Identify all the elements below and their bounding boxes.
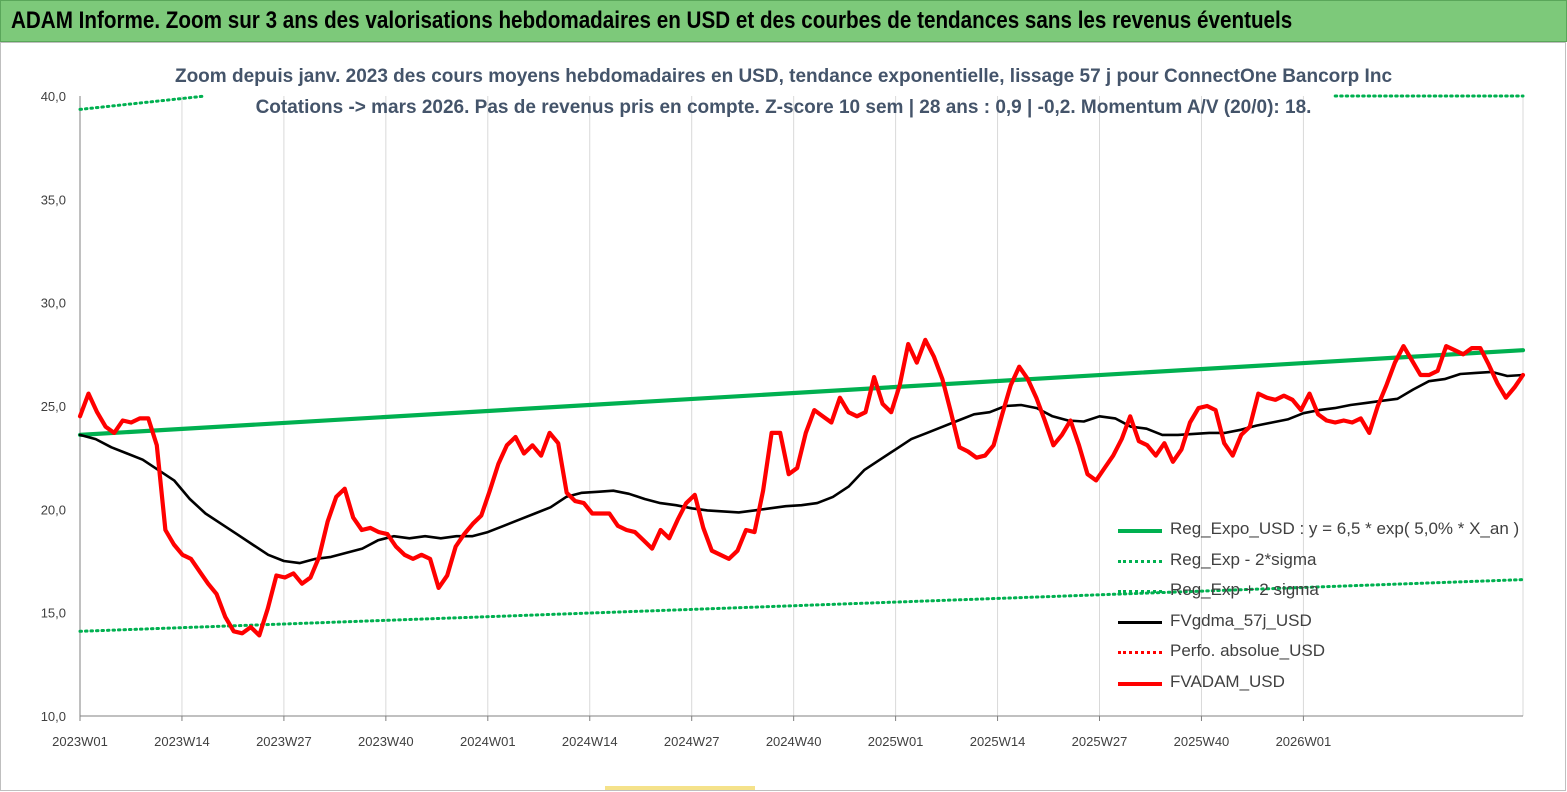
series-line-reg-exp-minus-2sigma [78, 578, 1525, 633]
legend-item-reg-exp-minus-2sigma: Reg_Exp - 2*sigma [1118, 546, 1558, 577]
legend-item-perfo-absolue: Perfo. absolue_USD [1118, 637, 1558, 668]
grid-lines [79, 96, 1524, 716]
series-line-reg-exp-plus-2sigma [78, 94, 207, 111]
axes: 2023W01 2023W14 2023W27 2023W40 2024W01 2024W… [41, 89, 1523, 749]
legend-label: Reg_Exp - 2*sigma [1170, 549, 1317, 569]
series-lines [77, 94, 1526, 638]
legend-item-reg-expo: Reg_Expo_USD : y = 6,5 * exp( 5,0% * X_a… [1118, 515, 1558, 546]
legend-label: Perfo. absolue_USD [1170, 641, 1325, 660]
legend-label: FVgdma_57j_USD [1170, 610, 1312, 630]
y-tick-label: 35,0 [41, 192, 66, 207]
legend-swatch [1118, 651, 1162, 654]
legend-swatch [1118, 620, 1162, 624]
x-tick-label: 2024W01 [460, 734, 516, 749]
y-tick-label: 10,0 [41, 709, 66, 724]
legend-label: Reg_Expo_USD : y = 6,5 * exp( 5,0% * X_a… [1170, 519, 1520, 538]
x-tick-label: 2024W27 [664, 734, 720, 749]
legend-label: FVADAM_USD [1170, 671, 1285, 691]
x-tick-label: 2023W01 [52, 734, 108, 749]
legend-swatch [1118, 529, 1162, 533]
bottom-accent-bar [605, 786, 755, 790]
x-tick-label: 2024W40 [766, 734, 822, 749]
y-tick-label: 30,0 [41, 296, 66, 311]
chart-frame [0, 42, 1566, 791]
report-title: ADAM Informe. Zoom sur 3 ans des valoris… [11, 7, 1293, 34]
x-tick-label: 2026W01 [1276, 734, 1332, 749]
x-tick-label: 2023W14 [154, 734, 210, 749]
x-tick-label: 2024W14 [562, 734, 618, 749]
legend-swatch [1118, 590, 1162, 593]
legend-label: Reg_Exp + 2 sigma [1170, 580, 1319, 599]
legend-item-fvadam: FVADAM_USD [1118, 668, 1558, 699]
legend-item-fvgdma-57j: FVgdma_57j_USD [1118, 607, 1558, 638]
x-tick-label: 2023W27 [256, 734, 312, 749]
y-tick-label: 40,0 [41, 89, 66, 104]
y-tick-label: 15,0 [41, 606, 66, 621]
report-banner: ADAM Informe. Zoom sur 3 ans des valoris… [0, 0, 1567, 42]
x-tick-label: 2023W40 [358, 734, 414, 749]
chart-subtitle: Cotations -> mars 2026. Pas de revenus p… [255, 97, 1312, 118]
y-tick-label: 25,0 [41, 399, 66, 414]
y-tick-label: 20,0 [41, 502, 66, 517]
legend-item-reg-exp-plus-2sigma: Reg_Exp + 2 sigma [1118, 576, 1558, 607]
x-tick-label: 2025W01 [868, 734, 924, 749]
chart-title: Zoom depuis janv. 2023 des cours moyens … [174, 66, 1393, 87]
chart-legend: Reg_Expo_USD : y = 6,5 * exp( 5,0% * X_a… [1118, 515, 1558, 698]
series-line-reg-expo [77, 348, 1526, 437]
x-tick-label: 2025W40 [1174, 734, 1230, 749]
x-tick-label: 2025W14 [970, 734, 1026, 749]
legend-swatch [1118, 681, 1162, 686]
legend-swatch [1118, 559, 1162, 563]
series-line-fvadam [77, 337, 1526, 638]
x-tick-label: 2025W27 [1072, 734, 1128, 749]
